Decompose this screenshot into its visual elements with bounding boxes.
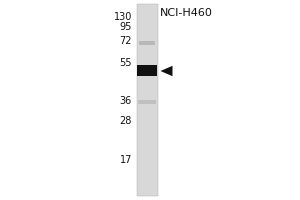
Text: 72: 72 — [119, 36, 132, 46]
Text: 130: 130 — [114, 12, 132, 22]
Text: 36: 36 — [120, 96, 132, 106]
Text: 55: 55 — [119, 58, 132, 68]
Polygon shape — [160, 66, 172, 76]
Bar — [139, 41, 155, 45]
Text: 17: 17 — [120, 155, 132, 165]
Bar — [136, 4, 158, 196]
Bar — [137, 65, 157, 76]
Text: NCI-H460: NCI-H460 — [160, 8, 212, 18]
Text: 28: 28 — [120, 116, 132, 126]
Bar — [138, 100, 156, 104]
Text: 95: 95 — [120, 22, 132, 32]
